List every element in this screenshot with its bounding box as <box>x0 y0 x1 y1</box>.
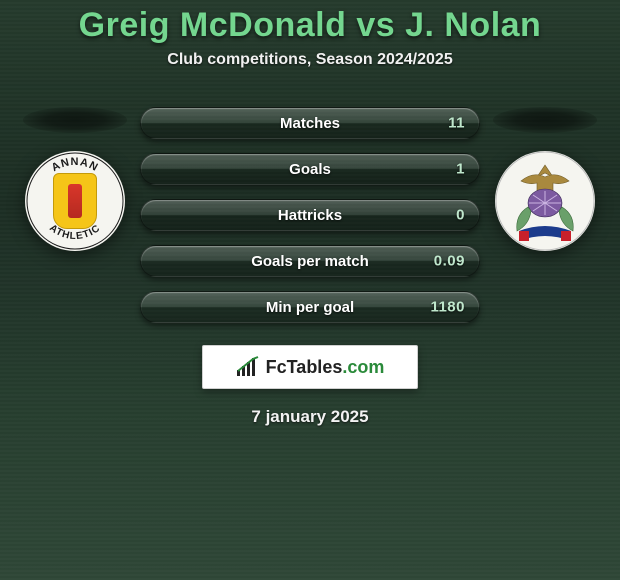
stat-bar-hattricks: Hattricks 0 <box>140 199 480 231</box>
annan-shield-icon <box>53 173 97 229</box>
logo-text: FcTables.com <box>266 357 385 378</box>
date-line: 7 january 2025 <box>0 407 620 427</box>
stats-column: Matches 11 Goals 1 Hattricks 0 Goals per… <box>140 107 480 323</box>
shadow-oval <box>493 107 597 133</box>
club-badge-inverness <box>495 151 595 251</box>
stat-label: Goals per match <box>251 253 369 270</box>
comparison-card: Greig McDonald vs J. Nolan Club competit… <box>0 0 620 580</box>
stat-value: 0.09 <box>434 253 465 270</box>
stat-label: Goals <box>289 161 331 178</box>
stat-value: 1180 <box>430 299 465 316</box>
logo-brand-suffix: .com <box>342 357 384 377</box>
stat-value: 0 <box>456 207 465 224</box>
shadow-oval <box>23 107 127 133</box>
stat-bar-goals-per-match: Goals per match 0.09 <box>140 245 480 277</box>
subtitle: Club competitions, Season 2024/2025 <box>0 51 620 69</box>
site-logo[interactable]: FcTables.com <box>202 345 418 389</box>
stat-bar-min-per-goal: Min per goal 1180 <box>140 291 480 323</box>
stat-label: Matches <box>280 115 340 132</box>
stat-label: Hattricks <box>278 207 342 224</box>
page-title: Greig McDonald vs J. Nolan <box>0 6 620 45</box>
right-club-column <box>480 107 610 251</box>
stat-value: 1 <box>456 161 465 178</box>
left-club-column: ANNAN ATHLETIC <box>10 107 140 251</box>
svg-text:ANNAN: ANNAN <box>50 156 101 174</box>
stat-label: Min per goal <box>266 299 354 316</box>
stat-bar-goals: Goals 1 <box>140 153 480 185</box>
main-row: ANNAN ATHLETIC Matches 11 Goals 1 <box>0 107 620 323</box>
ict-crest-icon <box>495 151 595 251</box>
stat-value: 11 <box>448 115 465 132</box>
stat-bar-matches: Matches 11 <box>140 107 480 139</box>
bar-chart-icon <box>236 356 260 378</box>
club-badge-annan: ANNAN ATHLETIC <box>25 151 125 251</box>
logo-brand: FcTables <box>266 357 343 377</box>
